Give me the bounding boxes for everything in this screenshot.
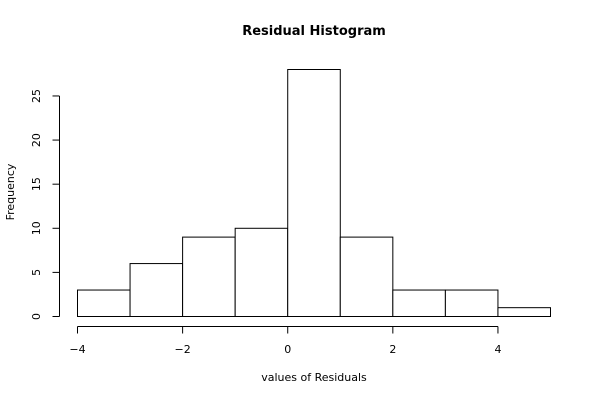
histogram-bar <box>497 307 552 317</box>
y-tick-label: 15 <box>30 177 43 191</box>
x-tick-label: 0 <box>284 343 291 356</box>
histogram-bars <box>77 69 552 318</box>
x-axis: −4 −2 0 2 4 <box>69 326 501 356</box>
y-tick-label: 0 <box>30 313 43 320</box>
histogram-bar <box>129 263 184 318</box>
x-tick-label: 4 <box>494 343 501 356</box>
y-axis-label: Frequency <box>4 163 17 220</box>
histogram-bar <box>339 236 394 318</box>
x-tick-label: 2 <box>389 343 396 356</box>
histogram-bar <box>234 227 289 318</box>
y-tick-label: 20 <box>30 133 43 147</box>
x-tick-label: −2 <box>175 343 191 356</box>
y-tick-label: 10 <box>30 221 43 235</box>
histogram-bar <box>77 289 131 317</box>
histogram-bar <box>287 69 341 317</box>
histogram-bar <box>392 289 446 317</box>
x-axis-label: values of Residuals <box>261 371 367 384</box>
y-tick-label: 5 <box>30 269 43 276</box>
histogram-bar <box>182 236 236 318</box>
histogram-bar <box>444 289 499 317</box>
y-axis: 0 5 10 15 20 25 <box>30 89 60 320</box>
x-tick-label: −4 <box>69 343 85 356</box>
chart-title: Residual Histogram <box>242 24 386 39</box>
y-tick-label: 25 <box>30 89 43 103</box>
